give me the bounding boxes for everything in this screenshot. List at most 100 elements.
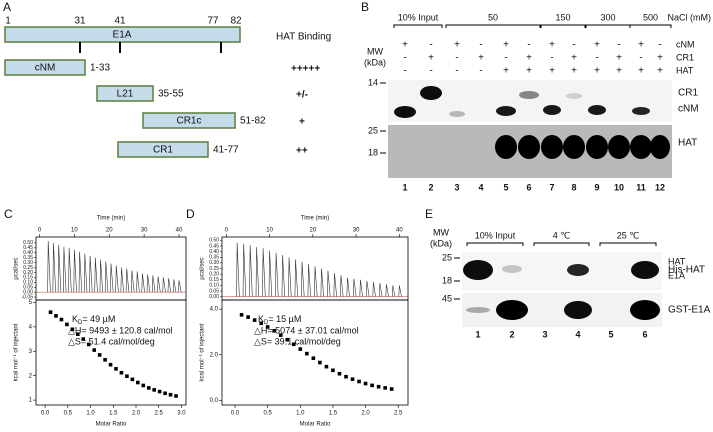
injection-peak bbox=[359, 279, 363, 297]
sign: + bbox=[503, 40, 509, 51]
isotherm-point bbox=[311, 356, 316, 361]
injection-peak bbox=[157, 276, 161, 293]
isotherm-point bbox=[389, 387, 394, 391]
band bbox=[420, 86, 442, 100]
injection-peak bbox=[99, 259, 104, 293]
injection-peak bbox=[275, 252, 279, 297]
lane-number: 6 bbox=[642, 329, 647, 339]
injection-peak bbox=[141, 273, 145, 293]
residue-number: 31 bbox=[74, 16, 86, 27]
sign: - bbox=[527, 40, 530, 51]
isotherm-point bbox=[152, 388, 156, 392]
kd-subscript: D bbox=[78, 320, 83, 326]
isotherm-point bbox=[168, 392, 173, 397]
binding-score: + bbox=[299, 117, 305, 128]
tick-label: 0.25 bbox=[23, 265, 33, 271]
isotherm-point bbox=[174, 394, 178, 398]
injection-peak bbox=[385, 284, 389, 297]
isotherm-point bbox=[141, 383, 146, 388]
tick-label: 0.00 bbox=[23, 289, 33, 295]
sign: - bbox=[595, 53, 598, 64]
band-label: His-HAT bbox=[668, 265, 705, 276]
construct-name: cNM bbox=[35, 63, 56, 74]
injection-peak bbox=[151, 275, 156, 293]
lane-number: 2 bbox=[428, 182, 433, 192]
group-label: 10% Input bbox=[475, 230, 516, 240]
injection-peak bbox=[268, 250, 273, 297]
row-label: HAT bbox=[676, 65, 694, 75]
tick-label: 0.0 bbox=[41, 411, 50, 417]
mw-marker: 25 bbox=[368, 125, 378, 135]
isotherm-point bbox=[86, 342, 91, 347]
band-label: GST-E1A bbox=[668, 305, 711, 316]
thermo-annotation: △S= 51.4 cal/mol/deg bbox=[68, 336, 155, 346]
injection-peak bbox=[47, 240, 51, 293]
isotherm-point bbox=[97, 353, 102, 357]
isotherm-point bbox=[76, 332, 80, 336]
isotherm-point bbox=[305, 351, 309, 356]
sign: + bbox=[478, 53, 484, 64]
band bbox=[502, 265, 522, 273]
tick-label: 0.35 bbox=[209, 255, 219, 261]
tick-label: 2.5 bbox=[394, 411, 403, 417]
band-label: cNM bbox=[678, 104, 699, 115]
isotherm-point bbox=[278, 333, 283, 337]
tick-label: 3 bbox=[29, 349, 33, 355]
lane-number: 12 bbox=[655, 182, 665, 192]
injection-peak bbox=[255, 247, 260, 297]
sign: - bbox=[479, 66, 482, 77]
binding-score: +/- bbox=[296, 90, 308, 101]
lane-number: 4 bbox=[575, 329, 580, 339]
sign: - bbox=[429, 66, 432, 77]
construct-name: CR1 bbox=[153, 145, 173, 156]
mw-marker: 14 bbox=[368, 77, 378, 87]
construct-range: 35-55 bbox=[158, 89, 184, 100]
band bbox=[496, 300, 528, 320]
blot bbox=[462, 293, 662, 327]
injection-peak bbox=[398, 285, 402, 297]
isotherm-point bbox=[59, 317, 64, 322]
isotherm-point bbox=[114, 367, 118, 371]
thermo-annotation: △S= 39.1 cal/mol/deg bbox=[254, 336, 341, 346]
sign: - bbox=[479, 40, 482, 51]
isotherm-point bbox=[146, 386, 151, 390]
isotherm-point bbox=[350, 377, 355, 382]
lane-number: 7 bbox=[549, 182, 554, 192]
sign: - bbox=[455, 66, 458, 77]
row-label: CR1 bbox=[676, 52, 694, 62]
residue-number: 77 bbox=[207, 16, 219, 27]
kd-symbol: K bbox=[72, 314, 78, 324]
kd-annotation: KD= 15 µM bbox=[258, 314, 301, 325]
construct-bar bbox=[96, 85, 154, 102]
band bbox=[496, 106, 516, 116]
tick-label: 0.20 bbox=[23, 270, 33, 276]
group-label: 10% Input bbox=[398, 12, 439, 22]
sign: + bbox=[657, 53, 663, 64]
mw-label: (kDa) bbox=[430, 238, 452, 248]
injection-peak bbox=[366, 280, 370, 297]
tick-label: 0.45 bbox=[209, 243, 219, 249]
isotherm-point bbox=[291, 342, 296, 347]
group-bracket bbox=[533, 242, 590, 246]
row-label: HAT bbox=[668, 256, 686, 266]
injection-peak bbox=[333, 272, 337, 297]
lane-number: 1 bbox=[402, 182, 407, 192]
isotherm-point bbox=[65, 322, 69, 327]
unit-label: NaCl (mM) bbox=[668, 12, 712, 22]
tick-label: 0.35 bbox=[23, 255, 33, 261]
construct-bar bbox=[117, 141, 209, 158]
injection-peak bbox=[68, 247, 72, 293]
construct-bar bbox=[4, 59, 86, 76]
mw-marker: 18 bbox=[442, 275, 452, 285]
lane-number: 6 bbox=[526, 182, 531, 192]
tick-label: 30 bbox=[353, 228, 360, 234]
isotherm-point bbox=[92, 348, 96, 352]
tick-label: 0.50 bbox=[23, 240, 33, 246]
sign: - bbox=[550, 53, 553, 64]
injection-peak bbox=[52, 242, 56, 293]
tick-label: 40 bbox=[396, 228, 403, 234]
band bbox=[541, 135, 563, 159]
mw-label: MW bbox=[433, 227, 449, 237]
band bbox=[519, 91, 539, 99]
panel-label: E bbox=[425, 207, 433, 221]
